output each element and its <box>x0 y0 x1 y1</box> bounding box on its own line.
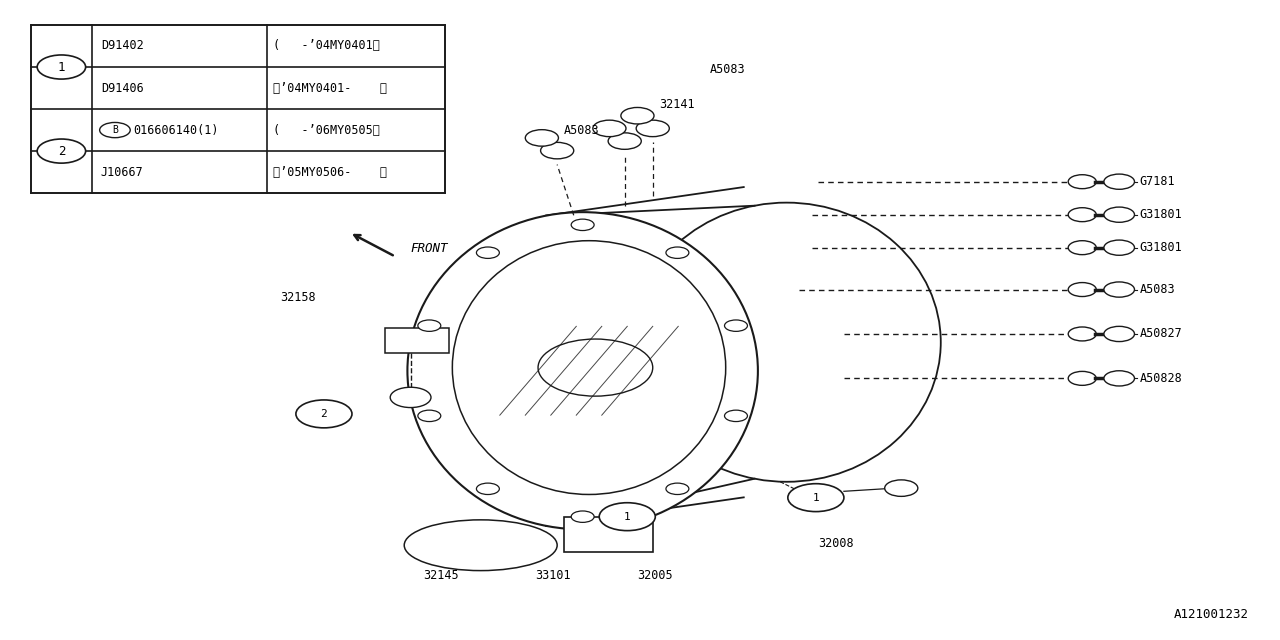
Circle shape <box>538 339 653 396</box>
Circle shape <box>1069 327 1096 341</box>
Circle shape <box>884 480 918 497</box>
Circle shape <box>666 483 689 495</box>
Circle shape <box>37 55 86 79</box>
Ellipse shape <box>452 241 726 495</box>
FancyBboxPatch shape <box>563 516 653 552</box>
Circle shape <box>1103 371 1134 386</box>
Text: J10667: J10667 <box>101 166 143 179</box>
Circle shape <box>296 400 352 428</box>
Text: 〈’05MY0506-    〉: 〈’05MY0506- 〉 <box>273 166 387 179</box>
Text: 2: 2 <box>58 145 65 157</box>
Circle shape <box>636 120 669 137</box>
Text: 1: 1 <box>623 511 631 522</box>
Ellipse shape <box>407 212 758 529</box>
Text: 32158: 32158 <box>280 291 316 304</box>
Text: A5083: A5083 <box>710 63 746 76</box>
Text: 32008: 32008 <box>818 537 854 550</box>
Circle shape <box>571 511 594 522</box>
Circle shape <box>37 139 86 163</box>
Text: A50827: A50827 <box>1139 328 1183 340</box>
Text: G7181: G7181 <box>1139 175 1175 188</box>
Circle shape <box>599 503 655 531</box>
Circle shape <box>1103 326 1134 342</box>
Circle shape <box>666 247 689 259</box>
Circle shape <box>525 130 558 146</box>
Text: A121001232: A121001232 <box>1174 609 1249 621</box>
Circle shape <box>1069 283 1096 296</box>
Circle shape <box>540 142 573 159</box>
Ellipse shape <box>632 203 941 482</box>
FancyBboxPatch shape <box>31 25 445 193</box>
Text: 〈’04MY0401-    〉: 〈’04MY0401- 〉 <box>273 81 387 95</box>
Text: 1: 1 <box>58 61 65 74</box>
Circle shape <box>1103 240 1134 255</box>
Text: 32141: 32141 <box>659 98 695 111</box>
Text: (   -’04MY0401〉: ( -’04MY0401〉 <box>273 40 380 52</box>
Text: D91406: D91406 <box>101 81 143 95</box>
Circle shape <box>724 320 748 332</box>
Circle shape <box>1069 208 1096 221</box>
Circle shape <box>724 410 748 422</box>
Text: A50828: A50828 <box>1139 372 1183 385</box>
Text: (   -’06MY0505〉: ( -’06MY0505〉 <box>273 124 380 136</box>
Text: D91402: D91402 <box>101 40 143 52</box>
Circle shape <box>1103 282 1134 297</box>
Text: A5083: A5083 <box>1139 283 1175 296</box>
Text: FRONT: FRONT <box>411 243 448 255</box>
Text: G31801: G31801 <box>1139 208 1183 221</box>
FancyBboxPatch shape <box>385 328 449 353</box>
Circle shape <box>390 387 431 408</box>
Circle shape <box>476 247 499 259</box>
Text: 2: 2 <box>320 409 328 419</box>
Circle shape <box>1069 371 1096 385</box>
Text: 1: 1 <box>813 493 819 502</box>
Text: 33101: 33101 <box>535 568 571 582</box>
Circle shape <box>1103 207 1134 222</box>
Polygon shape <box>407 205 754 526</box>
Circle shape <box>593 120 626 137</box>
Circle shape <box>571 219 594 230</box>
Circle shape <box>621 108 654 124</box>
Circle shape <box>476 483 499 495</box>
Circle shape <box>787 484 844 511</box>
Circle shape <box>100 122 131 138</box>
Text: B: B <box>111 125 118 135</box>
Text: G31801: G31801 <box>1139 241 1183 254</box>
Circle shape <box>417 320 440 332</box>
Circle shape <box>417 410 440 422</box>
Text: A5083: A5083 <box>563 124 599 138</box>
Circle shape <box>1069 175 1096 189</box>
Circle shape <box>1103 174 1134 189</box>
Text: 32005: 32005 <box>637 568 673 582</box>
Ellipse shape <box>404 520 557 571</box>
Text: 32145: 32145 <box>424 568 460 582</box>
Circle shape <box>608 133 641 149</box>
Text: 016606140(1): 016606140(1) <box>133 124 219 136</box>
Circle shape <box>1069 241 1096 255</box>
